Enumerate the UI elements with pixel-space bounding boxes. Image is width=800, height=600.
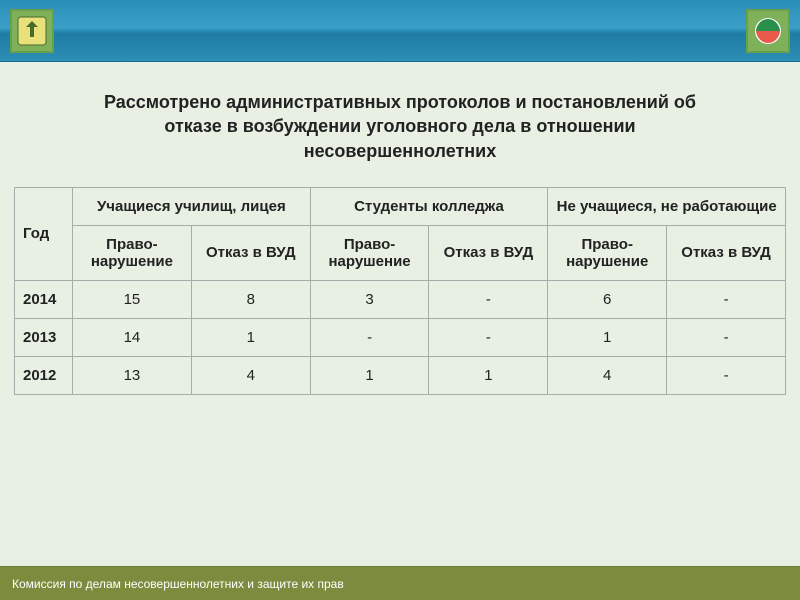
page-title: Рассмотрено административных протоколов … bbox=[80, 90, 720, 163]
col-sub-0-0: Право-нарушение bbox=[73, 225, 192, 280]
cell: 1 bbox=[310, 356, 429, 394]
cell-year: 2013 bbox=[15, 318, 73, 356]
cell-year: 2014 bbox=[15, 280, 73, 318]
cell: 1 bbox=[548, 318, 667, 356]
col-sub-2-1: Отказ в ВУД bbox=[667, 225, 786, 280]
cell: 8 bbox=[191, 280, 310, 318]
cell: - bbox=[667, 280, 786, 318]
table-container: Год Учащиеся училищ, лицея Студенты колл… bbox=[0, 187, 800, 395]
col-group-2: Не учащиеся, не работающие bbox=[548, 187, 786, 225]
table-header-row-2: Право-нарушение Отказ в ВУД Право-наруше… bbox=[15, 225, 786, 280]
cell: 1 bbox=[429, 356, 548, 394]
cell: - bbox=[310, 318, 429, 356]
cell: - bbox=[429, 280, 548, 318]
cell: 3 bbox=[310, 280, 429, 318]
cell-year: 2012 bbox=[15, 356, 73, 394]
title-area: Рассмотрено административных протоколов … bbox=[0, 62, 800, 187]
col-group-0: Учащиеся училищ, лицея bbox=[73, 187, 311, 225]
header-bar bbox=[0, 0, 800, 62]
footer-text: Комиссия по делам несовершеннолетних и з… bbox=[12, 577, 344, 591]
table-row: 2014 15 8 3 - 6 - bbox=[15, 280, 786, 318]
cell: 4 bbox=[548, 356, 667, 394]
footer-bar: Комиссия по делам несовершеннолетних и з… bbox=[0, 566, 800, 600]
table-header-row-1: Год Учащиеся училищ, лицея Студенты колл… bbox=[15, 187, 786, 225]
cell: - bbox=[667, 356, 786, 394]
cell: 13 bbox=[73, 356, 192, 394]
cell: 4 bbox=[191, 356, 310, 394]
cell: 15 bbox=[73, 280, 192, 318]
data-table: Год Учащиеся училищ, лицея Студенты колл… bbox=[14, 187, 786, 395]
table-body: 2014 15 8 3 - 6 - 2013 14 1 - - 1 - 2012… bbox=[15, 280, 786, 394]
cell: - bbox=[429, 318, 548, 356]
col-sub-1-1: Отказ в ВУД bbox=[429, 225, 548, 280]
cell: 1 bbox=[191, 318, 310, 356]
col-year-header: Год bbox=[15, 187, 73, 280]
col-group-1: Студенты колледжа bbox=[310, 187, 548, 225]
cell: - bbox=[667, 318, 786, 356]
col-sub-1-0: Право-нарушение bbox=[310, 225, 429, 280]
col-sub-0-1: Отказ в ВУД bbox=[191, 225, 310, 280]
col-sub-2-0: Право-нарушение bbox=[548, 225, 667, 280]
cell: 6 bbox=[548, 280, 667, 318]
table-row: 2013 14 1 - - 1 - bbox=[15, 318, 786, 356]
cell: 14 bbox=[73, 318, 192, 356]
emblem-right-icon bbox=[746, 9, 790, 53]
emblem-left-icon bbox=[10, 9, 54, 53]
table-row: 2012 13 4 1 1 4 - bbox=[15, 356, 786, 394]
